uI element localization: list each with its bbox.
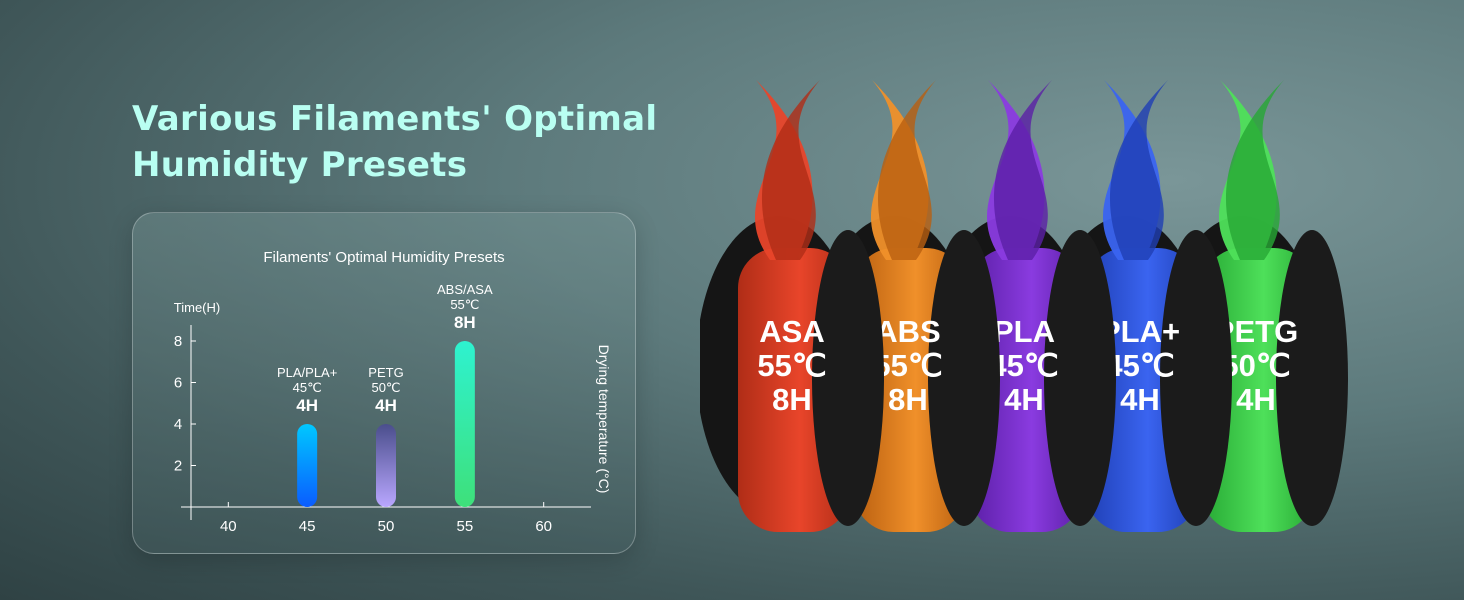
x-tick-label: 50 — [378, 518, 395, 535]
spool-time: 4H — [1236, 382, 1276, 417]
bar-value-label: 4H — [375, 396, 397, 415]
headline-line-2: Humidity Presets — [132, 145, 468, 185]
spool-name: PLA — [993, 314, 1055, 349]
y-tick-label: 8 — [174, 333, 182, 350]
bar-temp-label: 55℃ — [450, 297, 479, 312]
spool-name: ABS — [875, 314, 940, 349]
spool-time: 8H — [888, 382, 928, 417]
filament-twist — [1109, 80, 1168, 260]
headline-line-1: Various Filaments' Optimal — [132, 99, 658, 139]
bar-value-label: 4H — [296, 396, 318, 415]
chart-title: Filaments' Optimal Humidity Presets — [263, 249, 504, 266]
x-tick-label: 55 — [457, 518, 474, 535]
spool-front-flange — [1044, 230, 1116, 526]
spool-time: 4H — [1004, 382, 1044, 417]
bar-temp-label: 50℃ — [371, 380, 400, 395]
spool-temp: 50℃ — [1221, 348, 1290, 383]
filament-twist — [877, 80, 936, 260]
chart-panel: Filaments' Optimal Humidity Presets Time(… — [132, 212, 636, 554]
spool-front-flange — [812, 230, 884, 526]
filament-spools-illustration: PETG50℃4HPLA+45℃4HPLA45℃4HABS55℃8HASA55℃… — [700, 80, 1348, 532]
y-tick-label: 2 — [174, 458, 182, 475]
filament-twist — [993, 80, 1052, 260]
y-tick-label: 6 — [174, 375, 182, 392]
spool-front-flange — [1160, 230, 1232, 526]
spool-temp: 45℃ — [989, 348, 1058, 383]
x-tick-label: 45 — [299, 518, 316, 535]
spool-front-flange — [928, 230, 1000, 526]
y-tick-label: 4 — [174, 416, 182, 433]
bar-temp-label: 45℃ — [293, 380, 322, 395]
spool-name: ASA — [759, 314, 824, 349]
humidity-chart: Filaments' Optimal Humidity Presets Time(… — [174, 249, 612, 535]
spool-time: 4H — [1120, 382, 1160, 417]
x-tick-label: 60 — [535, 518, 552, 535]
filament-twist — [761, 80, 820, 260]
filament-twist — [1225, 80, 1284, 260]
y-axis-label: Time(H) — [174, 300, 220, 315]
headline: Various Filaments' Optimal Humidity Pres… — [132, 96, 657, 188]
spool-time: 8H — [772, 382, 812, 417]
spool-front-flange — [1276, 230, 1348, 526]
x-tick-label: 40 — [220, 518, 237, 535]
bar-name-label: PETG — [368, 365, 403, 380]
bar-name-label: ABS/ASA — [437, 282, 493, 297]
spool-temp: 55℃ — [873, 348, 942, 383]
bar-name-label: PLA/PLA+ — [277, 365, 337, 380]
x-axis-label: Drying temperature (°C) — [596, 345, 612, 494]
spool-temp: 45℃ — [1105, 348, 1174, 383]
spool-temp: 55℃ — [757, 348, 826, 383]
bar — [454, 341, 475, 507]
bar — [376, 424, 396, 507]
bar — [297, 424, 318, 507]
bar-value-label: 8H — [454, 313, 476, 332]
